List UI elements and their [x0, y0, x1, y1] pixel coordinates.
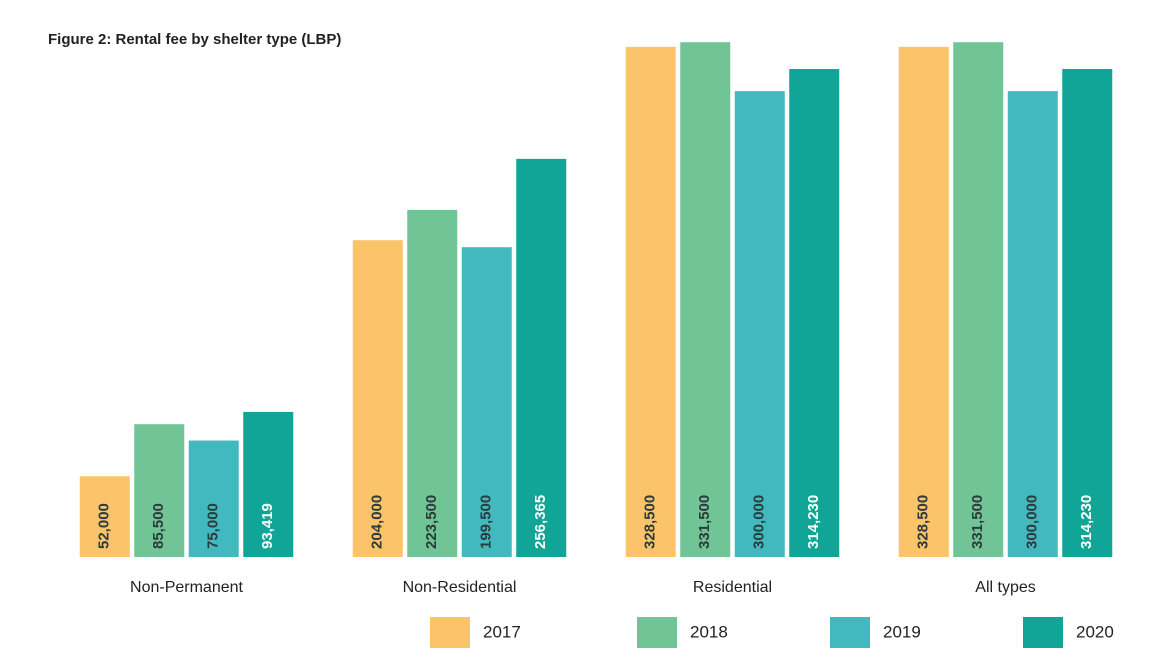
bar [1007, 91, 1058, 557]
value-label: 331,500 [696, 495, 713, 549]
chart-title: Figure 2: Rental fee by shelter type (LB… [48, 31, 341, 48]
value-label: 85,500 [150, 503, 167, 549]
bar [352, 240, 403, 557]
value-label: 52,000 [96, 503, 113, 549]
value-label: 199,500 [478, 495, 495, 549]
x-tick-label: Non-Residential [403, 579, 517, 596]
bar [79, 476, 130, 557]
bar [625, 46, 676, 557]
legend-swatch [830, 617, 870, 648]
x-tick-label: All types [975, 579, 1035, 596]
value-label: 331,500 [969, 495, 986, 549]
value-label: 314,230 [805, 495, 822, 549]
bar [898, 46, 949, 557]
legend-swatch [1023, 617, 1063, 648]
value-label: 256,365 [532, 495, 549, 549]
x-tick-label: Residential [693, 579, 772, 596]
value-label: 314,230 [1078, 495, 1095, 549]
value-label: 223,500 [423, 495, 440, 549]
bar [734, 91, 785, 557]
value-label: 204,000 [369, 495, 386, 549]
legend-label: 2017 [483, 622, 521, 641]
bar [134, 424, 185, 557]
value-label: 75,000 [205, 503, 222, 549]
bar [407, 209, 458, 557]
bar [243, 411, 294, 557]
bar [461, 247, 512, 557]
bar [680, 42, 731, 557]
x-tick-label: Non-Permanent [130, 579, 244, 596]
legend-label: 2019 [883, 622, 921, 641]
legend-swatch [637, 617, 677, 648]
value-label: 93,419 [259, 503, 276, 549]
value-label: 300,000 [751, 495, 768, 549]
value-label: 300,000 [1024, 495, 1041, 549]
bar [789, 69, 840, 558]
value-label: 328,500 [915, 495, 932, 549]
legend-swatch [430, 617, 470, 648]
value-label: 328,500 [642, 495, 659, 549]
legend-label: 2020 [1076, 622, 1114, 641]
bar [953, 42, 1004, 557]
bar [1062, 69, 1113, 558]
legend-label: 2018 [690, 622, 728, 641]
bar [516, 158, 567, 557]
bar [188, 440, 239, 557]
